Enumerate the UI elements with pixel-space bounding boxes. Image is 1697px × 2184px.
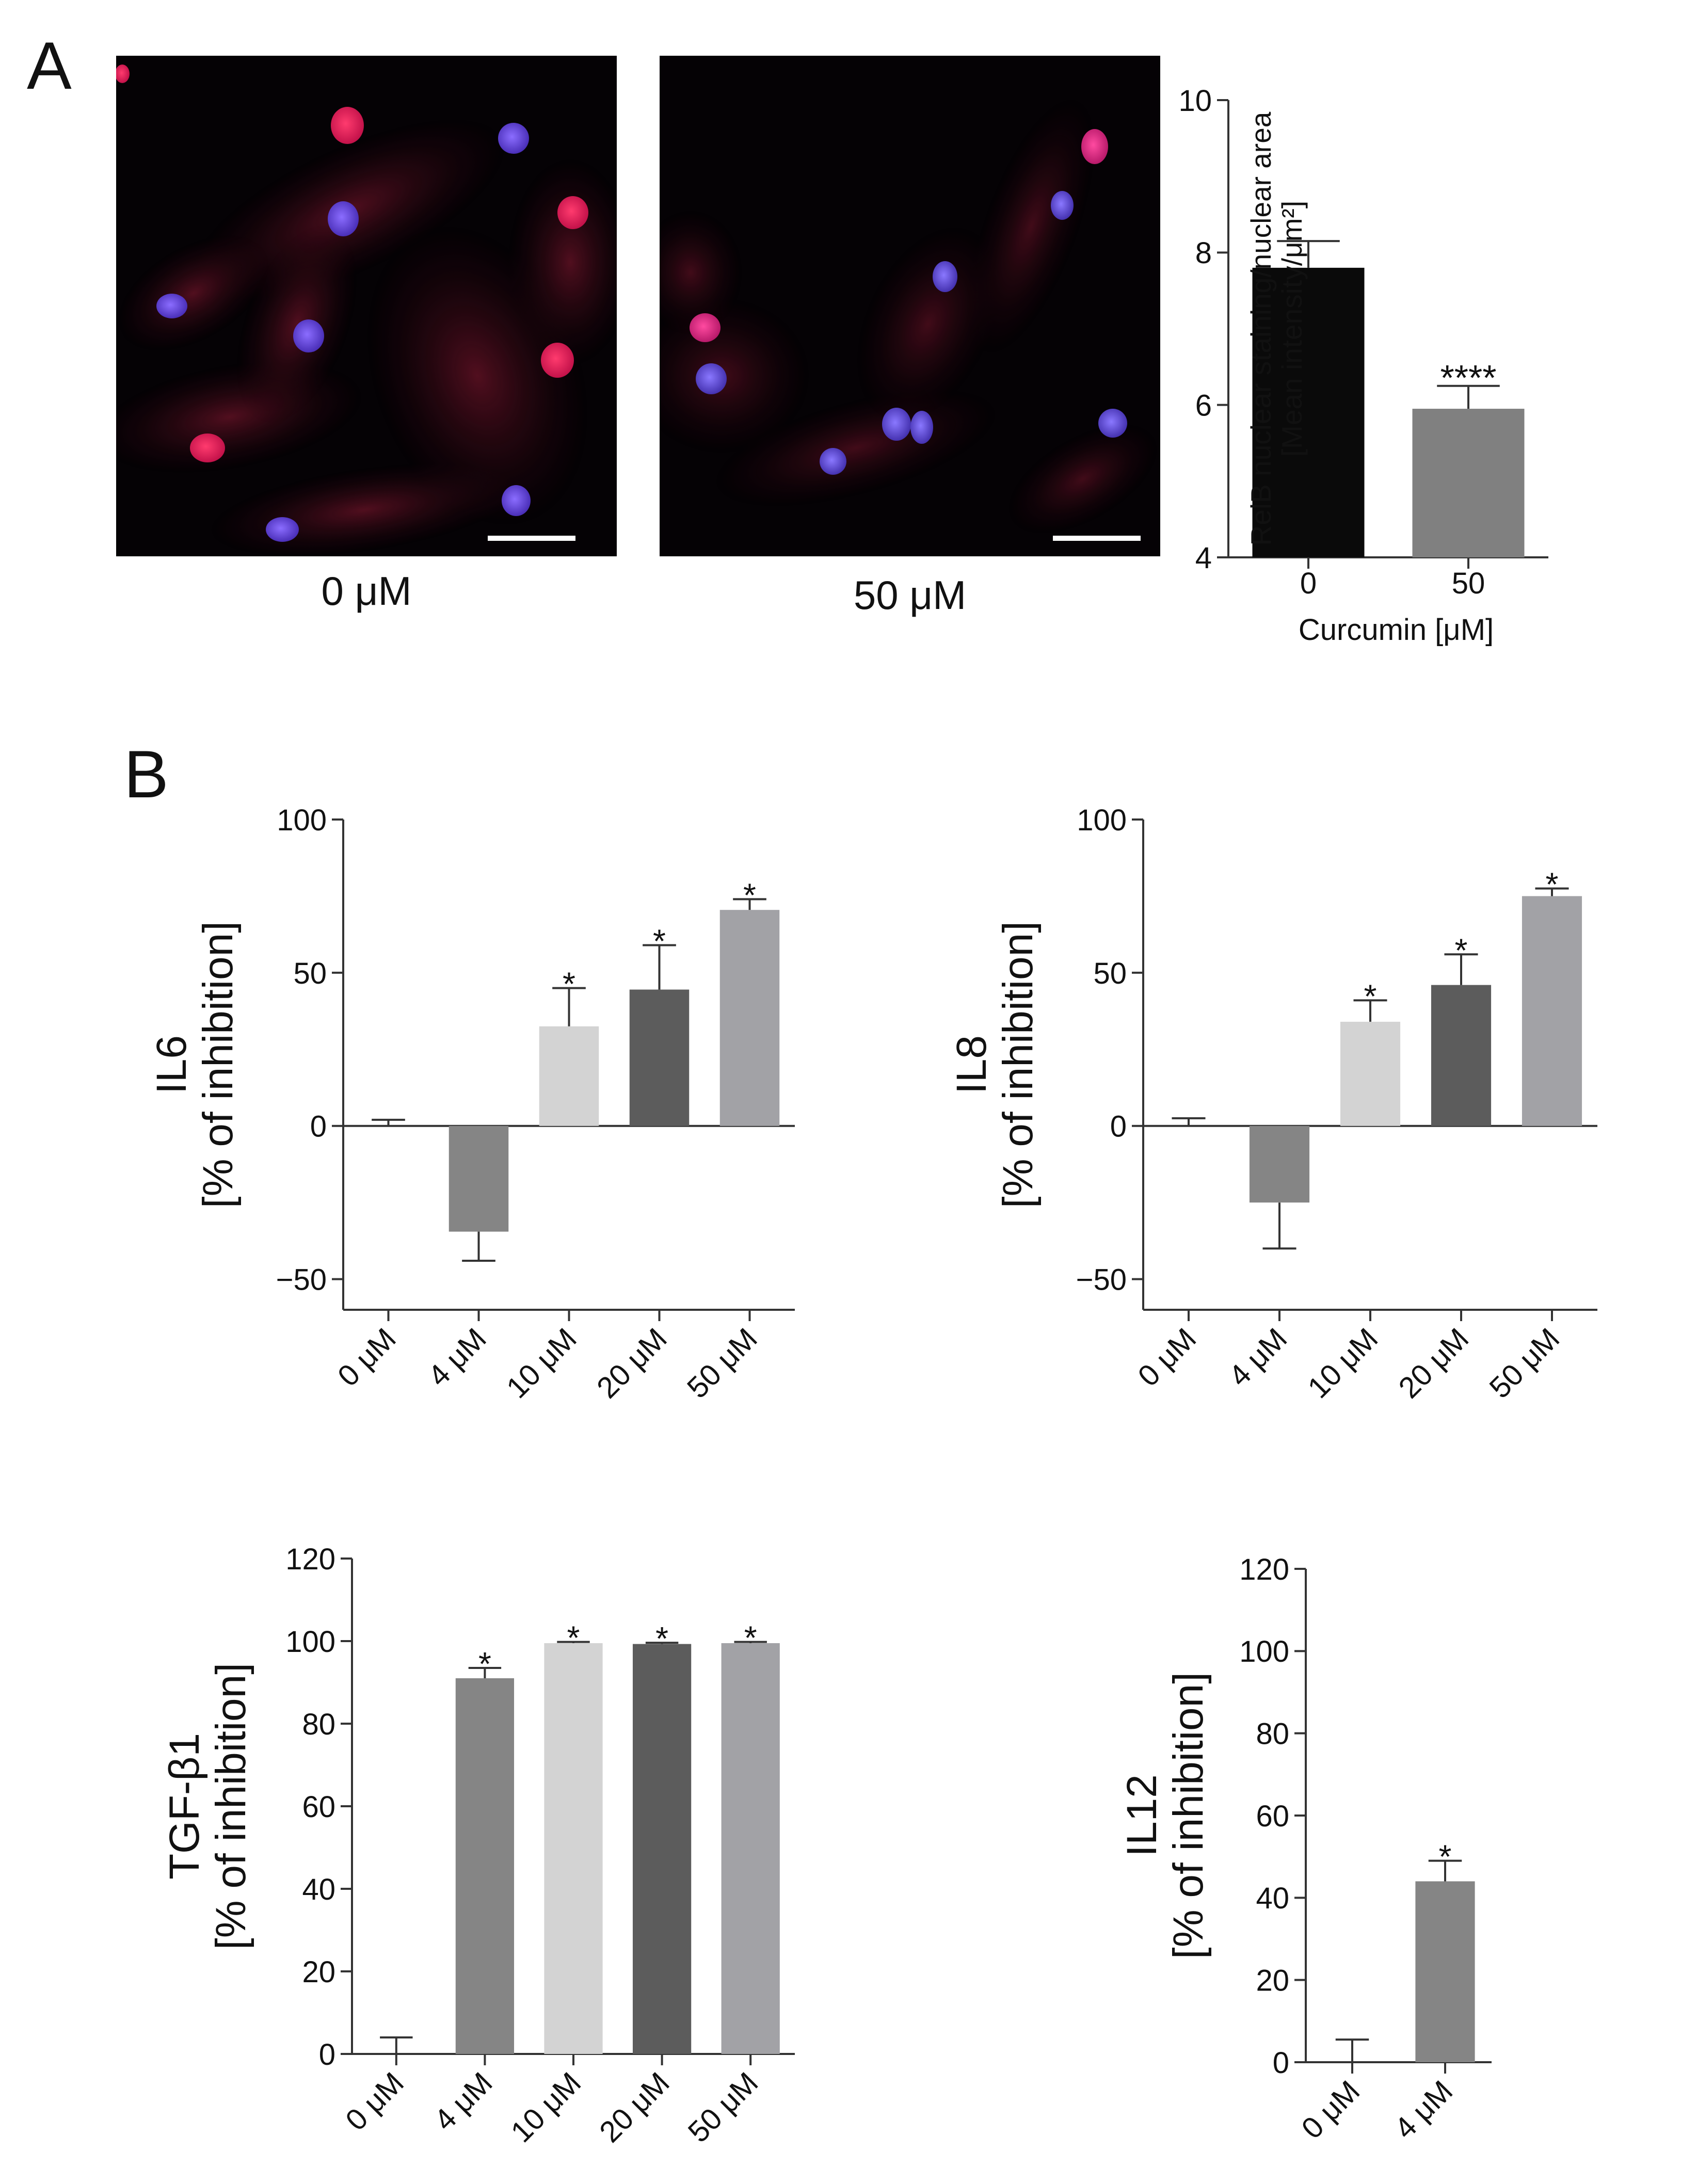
bar-4-μM [455, 1678, 515, 2054]
significance-label: * [1546, 866, 1559, 903]
bar-50-μM [721, 1643, 780, 2054]
micrograph-label-50um: 50 μM [853, 572, 967, 618]
y-tick-label: 0 [310, 1110, 327, 1144]
category-label: 10 μM [1301, 1322, 1384, 1405]
y-axis-label: IL8 [948, 1035, 995, 1094]
y-axis-label: [% of inhibition] [1165, 1672, 1212, 1959]
x-axis-label: Curcumin [μM] [1299, 613, 1494, 647]
y-tick-label: 80 [302, 1708, 335, 1741]
category-label: 20 μM [1392, 1322, 1475, 1405]
category-label: 0 μM [1131, 1322, 1203, 1393]
category-label: 20 μM [590, 1322, 674, 1405]
y-tick-label: 40 [1256, 1882, 1289, 1915]
category-label: 10 μM [504, 2066, 587, 2149]
y-axis-label: [% of inhibition] [207, 1663, 254, 1950]
scale-bar-0um [488, 536, 575, 541]
panel-letter-a: A [27, 28, 72, 103]
y-tick-label: 20 [1256, 1964, 1289, 1998]
bar-10-μM [544, 1643, 603, 2054]
cell-image-50um [660, 99, 1158, 534]
y-tick-label: 4 [1195, 541, 1212, 575]
y-tick-label: 0 [319, 2038, 335, 2071]
category-label: 0 μM [331, 1322, 403, 1393]
y-tick-label: 100 [1239, 1635, 1289, 1668]
category-label: 50 μM [681, 1322, 764, 1405]
y-tick-label: −50 [1076, 1263, 1127, 1297]
significance-label: * [1364, 977, 1377, 1015]
y-tick-label: 50 [293, 957, 327, 990]
chart-il8: −50 0 50 100 0 μM 4 μM * 10 μM * 20 μM * 50 μM IL8 [%… [948, 804, 1597, 1405]
chart-il12: 0 20 40 60 80 100 120 0 μM * 4 μM IL12 [% of inhibi… [1118, 1553, 1492, 2145]
category-label: 10 μM [500, 1322, 583, 1405]
bar-50-μM [1522, 896, 1582, 1126]
significance-label: * [744, 1619, 757, 1657]
bar-50-μM [719, 910, 780, 1126]
y-tick-label: 40 [302, 1873, 335, 1906]
y-axis-label: IL6 [148, 1035, 195, 1094]
y-tick-label: 0 [1273, 2046, 1289, 2080]
y-tick-label: 6 [1195, 389, 1212, 423]
significance-label: * [563, 966, 575, 1003]
y-tick-label: 20 [302, 1955, 335, 1989]
bar-10-μM [539, 1026, 599, 1126]
scale-bar-50um [1053, 536, 1141, 541]
significance-label: * [653, 922, 666, 959]
category-label: 4 μM [1222, 1322, 1293, 1393]
category-label: 20 μM [593, 2066, 676, 2149]
micrograph-label-0um: 0 μM [321, 568, 412, 614]
micrograph-0um [116, 56, 617, 556]
y-axis-label: TGF-β1 [161, 1733, 208, 1880]
category-label: 4 μM [422, 1322, 493, 1393]
y-tick-label: 60 [1256, 1800, 1289, 1833]
y-tick-label: 10 [1178, 84, 1212, 118]
significance-label: **** [1440, 358, 1497, 398]
micrograph-50um [660, 56, 1160, 556]
significance-label: * [478, 1645, 491, 1682]
category-label: 4 μM [428, 2066, 499, 2137]
y-tick-label: 120 [285, 1543, 335, 1576]
bar-0 [1252, 267, 1365, 557]
bar-20-μM [632, 1644, 692, 2054]
bar-4-μM [1415, 1881, 1475, 2062]
category-label: 50 μM [682, 2066, 765, 2149]
bar-50 [1412, 409, 1525, 557]
y-axis-label: IL12 [1118, 1774, 1165, 1857]
y-tick-label: 100 [277, 804, 327, 837]
chart-relb: 4 6 8 10 0 **** 50 RelB nuclear staining/nuclea… [1178, 84, 1548, 647]
y-tick-label: 8 [1195, 236, 1212, 270]
significance-label: * [1439, 1838, 1452, 1875]
y-tick-label: 0 [1110, 1110, 1127, 1144]
y-axis-label: [% of inhibition] [995, 921, 1042, 1208]
y-tick-label: 50 [1093, 957, 1127, 990]
bar-10-μM [1340, 1021, 1401, 1126]
y-tick-label: 80 [1256, 1717, 1289, 1751]
category-label: 50 μM [1483, 1322, 1566, 1405]
significance-label: * [567, 1619, 580, 1657]
panel-letter-b: B [124, 736, 169, 812]
bar-20-μM [629, 989, 690, 1126]
y-axis-label: RelB nuclear staining/nuclear area [1245, 111, 1277, 545]
significance-label: * [743, 876, 756, 913]
cell-image-0um [116, 65, 617, 556]
significance-label: * [1455, 932, 1468, 969]
bar-4-μM [449, 1126, 509, 1232]
bar-20-μM [1431, 985, 1492, 1126]
y-axis-label: [Mean intensity/μm²] [1276, 201, 1308, 457]
y-axis-label: [% of inhibition] [195, 921, 242, 1208]
category-label: 0 μM [339, 2066, 410, 2137]
y-tick-label: 60 [302, 1790, 335, 1824]
y-tick-label: 100 [1077, 804, 1127, 837]
category-label: 0 μM [1295, 2074, 1366, 2145]
y-tick-label: 120 [1239, 1553, 1289, 1586]
chart-il6: −50 0 50 100 0 μM 4 μM * 10 μM * 20 μM * 50 μM IL6 [%… [148, 804, 795, 1405]
bar-4-μM [1249, 1126, 1310, 1203]
y-tick-label: −50 [276, 1263, 327, 1297]
y-tick-label: 100 [285, 1625, 335, 1659]
significance-label: * [655, 1620, 668, 1657]
category-label: 0 [1300, 567, 1317, 600]
chart-tgfb1: 0 20 40 60 80 100 120 0 μM * 4 μM * 10 μM * 20 μM * 50 … [161, 1543, 795, 2149]
category-label: 4 μM [1388, 2074, 1459, 2145]
category-label: 50 [1452, 567, 1485, 600]
